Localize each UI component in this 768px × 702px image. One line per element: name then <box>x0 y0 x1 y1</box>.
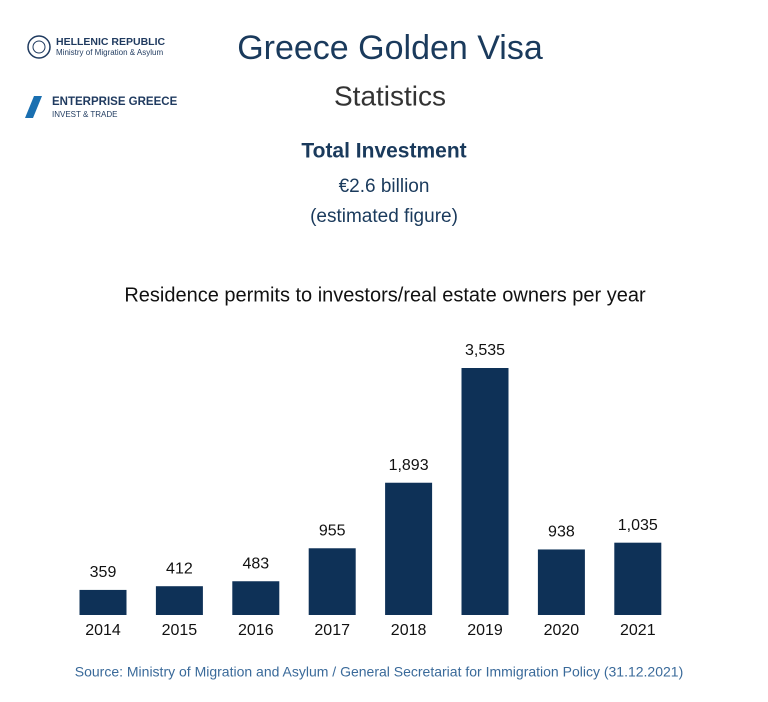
bar <box>461 368 509 615</box>
emblem <box>27 35 51 59</box>
org-subtitle: INVEST & TRADE <box>52 110 118 119</box>
value-label: 1,893 <box>389 457 429 474</box>
bar <box>308 548 356 615</box>
investment-value: €2.6 billion <box>339 176 430 197</box>
x-tick-label: 2019 <box>467 622 503 639</box>
value-label: 1,035 <box>618 517 658 534</box>
org-title: HELLENIC REPUBLIC <box>56 36 166 48</box>
bar-chart: 359 2014 412 2015 483 2016 955 2017 1,893 2018 3,5… <box>79 342 662 639</box>
logo-slash <box>25 96 42 118</box>
bar <box>155 586 203 615</box>
page-subtitle: Statistics <box>334 80 446 111</box>
org-subtitle: Ministry of Migration & Asylum <box>56 48 163 57</box>
logo-enterprise: ENTERPRISE GREECE INVEST & TRADE <box>25 96 178 119</box>
x-tick-label: 2015 <box>162 622 198 639</box>
emblem-inner <box>32 40 46 54</box>
bar <box>79 589 127 615</box>
x-tick-label: 2018 <box>391 622 427 639</box>
value-label: 359 <box>90 564 117 581</box>
page-title: Greece Golden Visa <box>237 29 543 67</box>
x-tick-label: 2014 <box>85 622 121 639</box>
logo-hellenic: HELLENIC REPUBLIC Ministry of Migration … <box>27 35 166 59</box>
investment-heading: Total Investment <box>301 140 466 163</box>
x-tick-label: 2020 <box>544 622 580 639</box>
bar <box>537 549 585 615</box>
source-note: Source: Ministry of Migration and Asylum… <box>75 664 683 680</box>
investment-note: (estimated figure) <box>310 206 458 227</box>
x-tick-label: 2017 <box>314 622 350 639</box>
bar <box>614 542 662 615</box>
chart-title: Residence permits to investors/real esta… <box>124 284 646 306</box>
value-label: 938 <box>548 524 575 541</box>
org-title: ENTERPRISE GREECE <box>52 96 178 108</box>
value-label: 3,535 <box>465 342 505 359</box>
value-label: 412 <box>166 560 193 577</box>
bar <box>232 581 280 615</box>
bar <box>385 482 433 615</box>
value-label: 483 <box>242 555 269 572</box>
value-label: 955 <box>319 522 346 539</box>
x-tick-label: 2021 <box>620 622 656 639</box>
x-tick-label: 2016 <box>238 622 274 639</box>
